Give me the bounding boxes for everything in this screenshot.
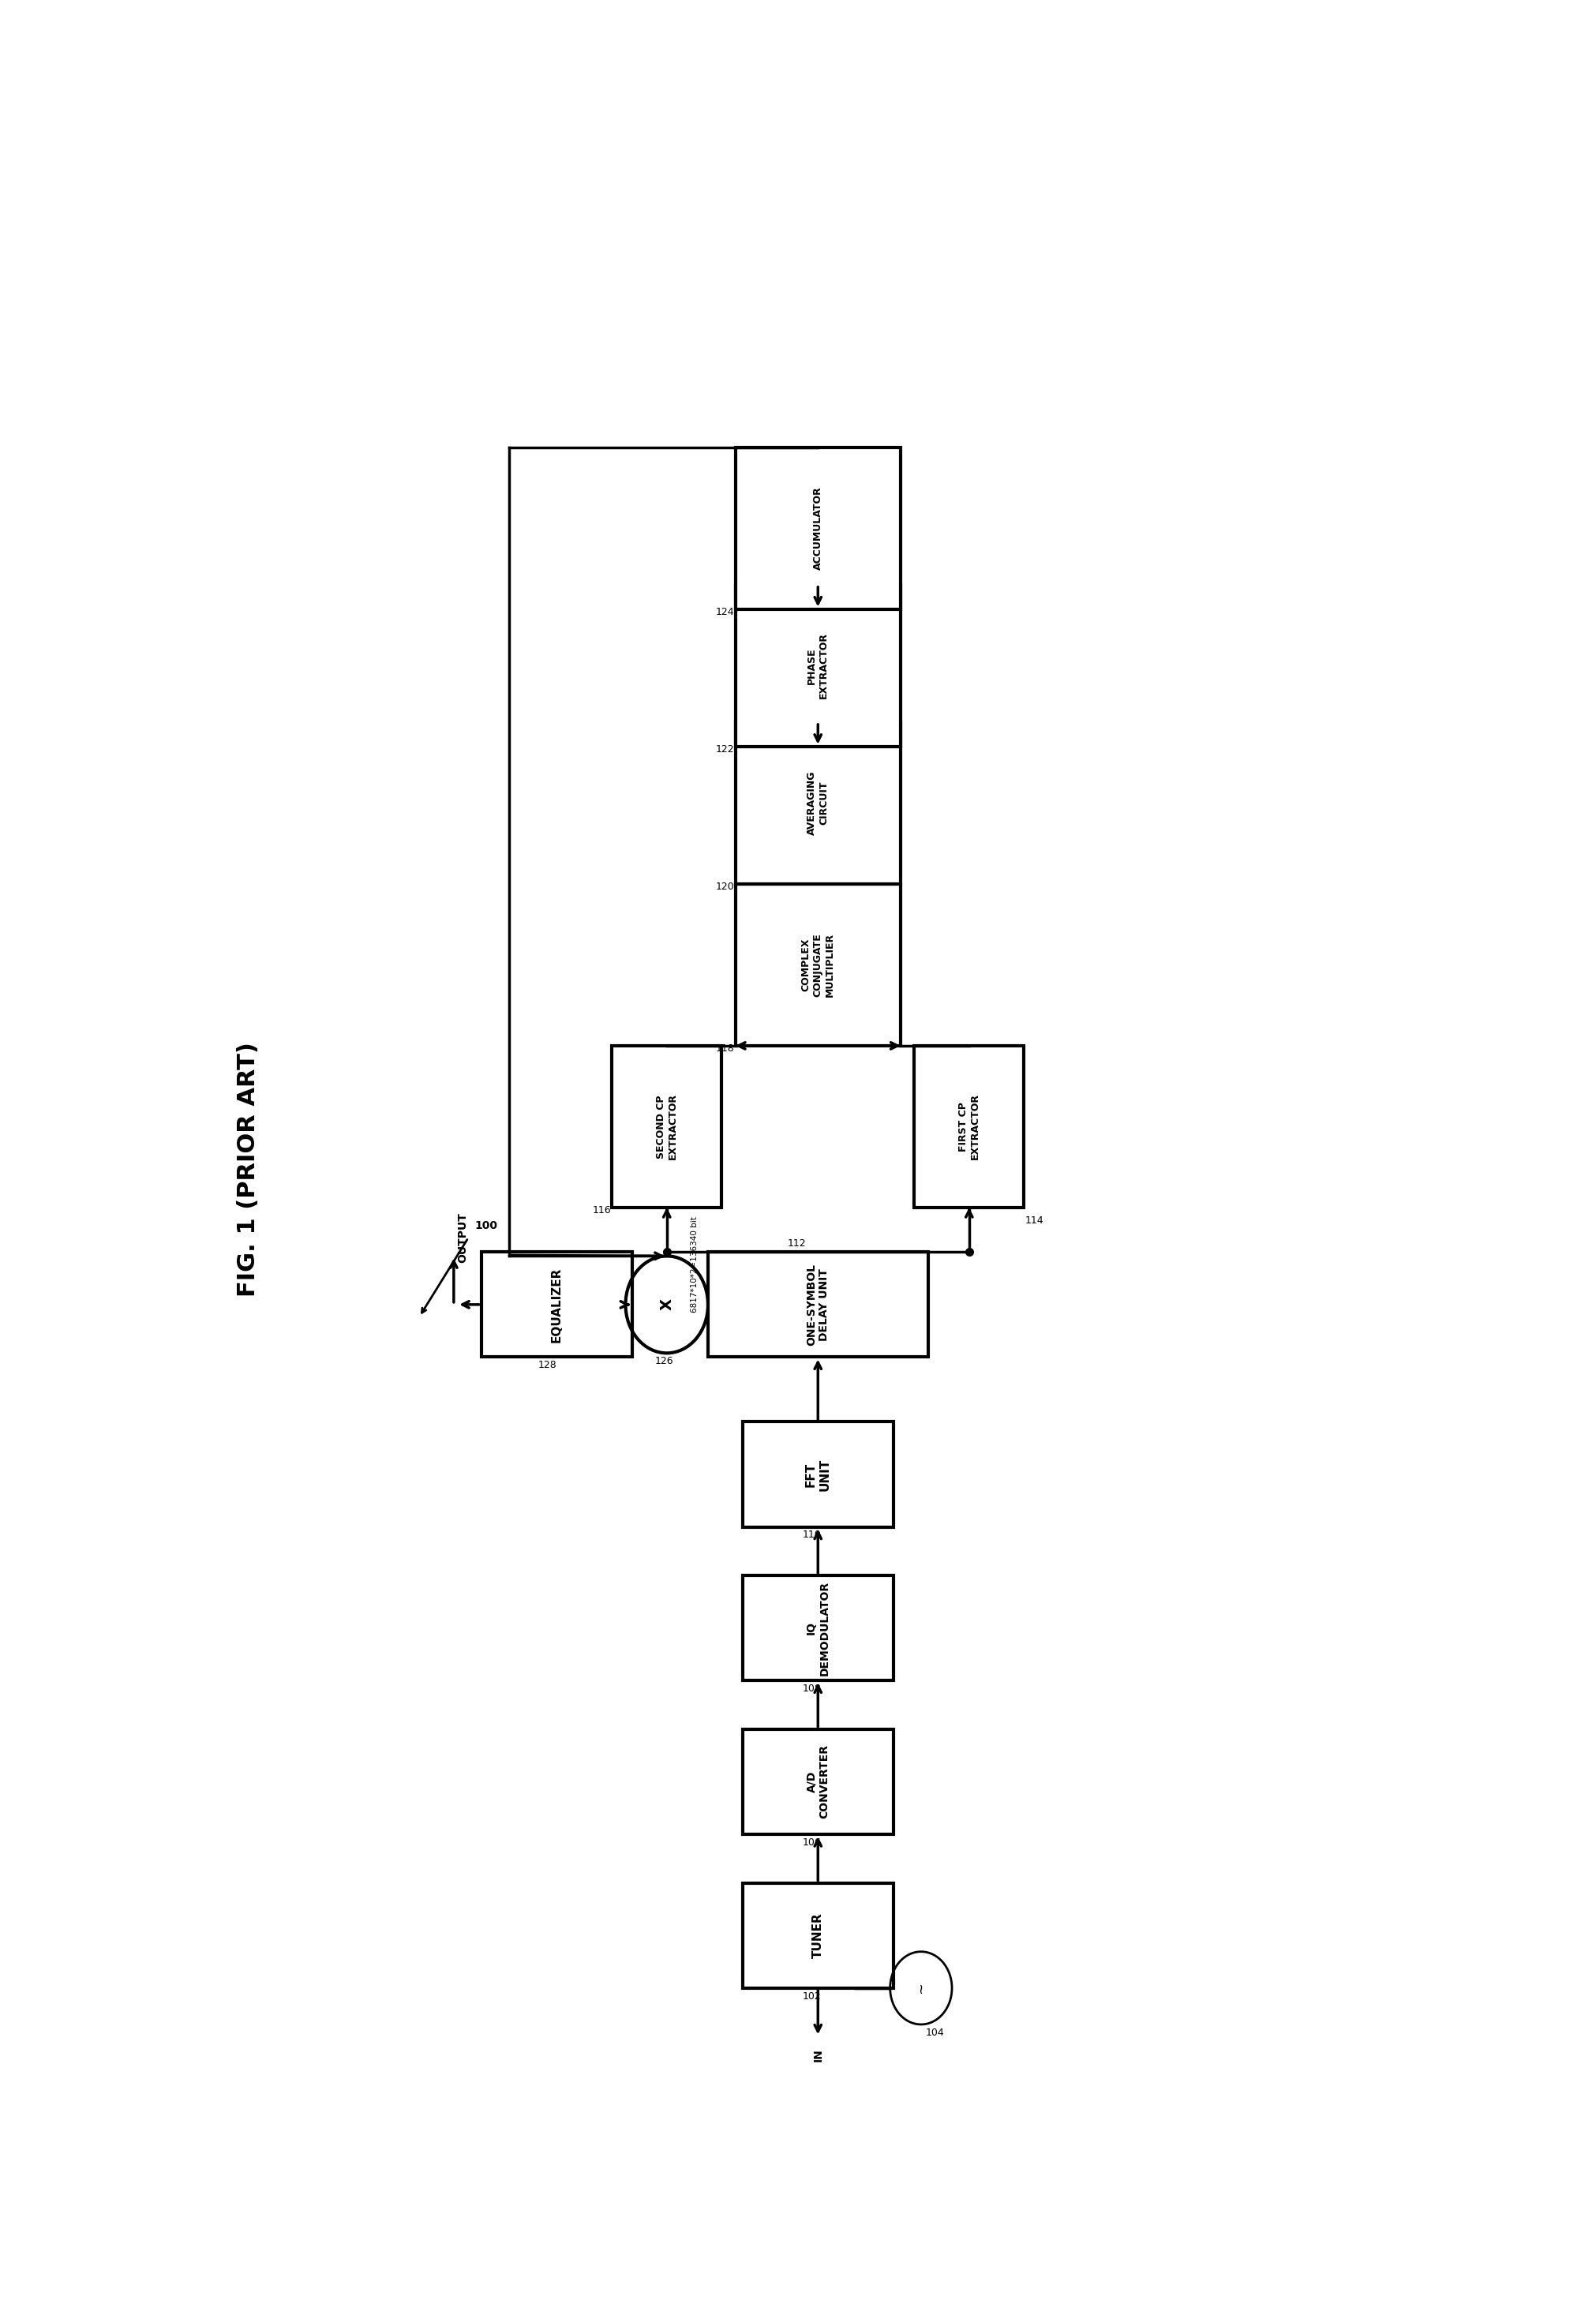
Bar xyxy=(742,1576,894,1680)
Text: TUNER: TUNER xyxy=(812,1914,824,1957)
Text: IQ
DEMODULATOR: IQ DEMODULATOR xyxy=(806,1581,830,1675)
Bar xyxy=(482,1253,632,1357)
Text: 104: 104 xyxy=(926,2027,945,2038)
Text: EQUALIZER: EQUALIZER xyxy=(551,1266,563,1343)
Text: PHASE
EXTRACTOR: PHASE EXTRACTOR xyxy=(808,633,828,698)
Bar xyxy=(611,1045,721,1206)
Text: 100: 100 xyxy=(474,1220,498,1232)
Text: 118: 118 xyxy=(717,1045,734,1054)
Bar xyxy=(736,585,900,746)
Text: SECOND CP
EXTRACTOR: SECOND CP EXTRACTOR xyxy=(656,1093,678,1160)
Text: 114: 114 xyxy=(1025,1216,1044,1225)
Bar xyxy=(915,1045,1025,1206)
Text: X: X xyxy=(659,1299,674,1310)
Text: 106: 106 xyxy=(803,1837,820,1846)
Text: ~: ~ xyxy=(915,1983,929,1994)
Text: FIG. 1 (PRIOR ART): FIG. 1 (PRIOR ART) xyxy=(236,1042,260,1296)
Text: 126: 126 xyxy=(654,1357,674,1366)
Text: OUTPUT: OUTPUT xyxy=(458,1213,469,1262)
Text: 124: 124 xyxy=(717,608,734,617)
Text: FFT
UNIT: FFT UNIT xyxy=(804,1458,832,1491)
Text: 110: 110 xyxy=(803,1530,820,1539)
Text: IN: IN xyxy=(812,2048,824,2061)
Text: COMPLEX
CONJUGATE
MULTIPLIER: COMPLEX CONJUGATE MULTIPLIER xyxy=(801,934,835,996)
Text: 116: 116 xyxy=(592,1206,611,1216)
Bar xyxy=(736,885,900,1047)
Text: FIRST CP
EXTRACTOR: FIRST CP EXTRACTOR xyxy=(958,1093,980,1160)
Text: 120: 120 xyxy=(717,883,734,892)
Bar xyxy=(742,1729,894,1835)
Text: 128: 128 xyxy=(538,1361,557,1370)
Text: AVERAGING
CIRCUIT: AVERAGING CIRCUIT xyxy=(808,772,828,834)
Bar xyxy=(742,1421,894,1528)
Bar xyxy=(736,723,900,885)
Text: 102: 102 xyxy=(803,1992,820,2001)
Text: ONE-SYMBOL
DELAY UNIT: ONE-SYMBOL DELAY UNIT xyxy=(806,1264,830,1345)
Text: A/D
CONVERTER: A/D CONVERTER xyxy=(806,1745,830,1819)
Bar xyxy=(709,1253,927,1357)
Bar xyxy=(742,1883,894,1987)
Text: ACCUMULATOR: ACCUMULATOR xyxy=(812,485,824,571)
Text: 6817*10*2=136340 bit: 6817*10*2=136340 bit xyxy=(691,1216,697,1313)
Text: 112: 112 xyxy=(787,1239,806,1248)
Text: 108: 108 xyxy=(803,1685,820,1694)
Text: 122: 122 xyxy=(717,744,734,756)
Bar xyxy=(736,448,900,610)
